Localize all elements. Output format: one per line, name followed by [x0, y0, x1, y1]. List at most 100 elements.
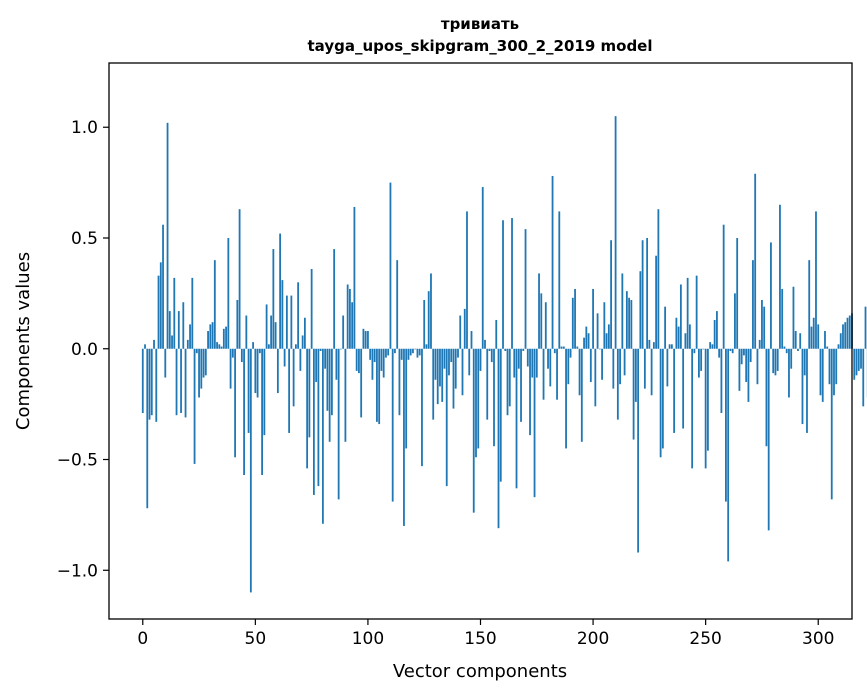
bar-160	[502, 220, 504, 349]
bar-177	[540, 293, 543, 349]
bar-281	[774, 348, 777, 376]
bar-280	[772, 348, 775, 374]
bar-296	[808, 260, 811, 349]
chart-subtitle: tayga_upos_skipgram_300_2_2019 model	[308, 37, 653, 55]
bar-136	[448, 348, 450, 376]
bar-192	[574, 288, 576, 349]
bar-57	[270, 315, 273, 349]
bar-63	[283, 348, 286, 367]
bar-156	[493, 348, 495, 447]
bar-223	[643, 348, 646, 389]
bar-71	[301, 335, 304, 349]
bar-69	[297, 282, 300, 349]
bar-320	[862, 348, 865, 407]
bar-148	[475, 348, 477, 458]
bar-196	[583, 337, 585, 349]
bar-101	[369, 348, 372, 360]
bar-185	[558, 211, 561, 349]
bar-173	[531, 348, 534, 378]
bar-157	[495, 319, 498, 349]
bar-74	[308, 348, 311, 438]
bar-246	[695, 275, 698, 349]
bar-37	[225, 326, 227, 349]
bar-263	[734, 293, 736, 349]
bar-282	[776, 348, 779, 371]
bar-61	[279, 233, 282, 349]
y-axis-label: Components values	[13, 252, 34, 430]
bar-62	[281, 280, 284, 349]
bar-205	[603, 302, 606, 349]
bar-1	[144, 344, 146, 349]
bar-209	[612, 348, 615, 389]
bar-77	[315, 348, 318, 382]
bar-91	[346, 284, 349, 349]
x-tick-label: 150	[464, 629, 496, 649]
bar-30	[209, 324, 212, 349]
bar-225	[648, 339, 651, 349]
bar-6	[155, 348, 158, 422]
y-tick-label: −0.5	[57, 451, 98, 471]
bar-21	[189, 324, 191, 349]
bar-311	[842, 324, 844, 349]
bar-13	[171, 335, 173, 349]
bar-83	[328, 348, 331, 442]
bar-272	[754, 173, 757, 349]
bar-4	[150, 348, 153, 416]
y-tick-label: 0.5	[71, 229, 98, 249]
bar-58	[272, 249, 275, 349]
bar-221	[639, 271, 642, 349]
bar-161	[504, 348, 507, 351]
bar-154	[488, 348, 491, 351]
bar-210	[614, 116, 617, 349]
bar-50	[254, 348, 257, 394]
bar-232	[664, 306, 667, 349]
bar-170	[524, 229, 527, 349]
x-tick-label: 200	[577, 629, 609, 649]
bar-238	[677, 326, 680, 349]
bar-38	[227, 238, 230, 349]
bar-164	[511, 218, 513, 349]
bar-128	[430, 273, 432, 349]
bar-190	[569, 348, 572, 358]
bar-165	[513, 348, 516, 378]
bar-319	[860, 348, 862, 369]
bar-203	[598, 348, 601, 350]
bar-219	[634, 348, 637, 402]
bar-149	[477, 348, 480, 449]
bar-184	[556, 348, 558, 400]
bar-206	[605, 333, 608, 349]
bar-108	[385, 348, 387, 358]
x-axis: 0 50 100 150 200 250 300	[137, 619, 834, 649]
bar-237	[675, 317, 678, 349]
bar-105	[378, 348, 381, 425]
bar-309	[837, 344, 840, 349]
bar-44	[240, 348, 243, 363]
bar-117	[405, 348, 408, 449]
bar-125	[423, 300, 426, 349]
bar-218	[632, 348, 635, 440]
bar-47	[247, 348, 250, 433]
bar-290	[794, 331, 797, 349]
bar-153	[486, 348, 489, 420]
bar-211	[616, 348, 619, 420]
bar-89	[342, 315, 345, 349]
bar-193	[576, 346, 579, 349]
bar-120	[412, 348, 414, 354]
bar-284	[781, 288, 784, 349]
bar-85	[333, 249, 336, 349]
bar-214	[623, 348, 626, 376]
bar-43	[238, 209, 241, 349]
bar-174	[533, 348, 536, 498]
bar-49	[252, 342, 254, 349]
bar-65	[288, 348, 291, 433]
bar-146	[470, 331, 473, 349]
bar-299	[815, 211, 817, 349]
bar-29	[207, 331, 209, 349]
bar-179	[544, 302, 547, 349]
bar-144	[466, 211, 468, 349]
bar-172	[529, 348, 531, 436]
bar-168	[520, 348, 522, 422]
bar-93	[351, 302, 354, 349]
bar-277	[765, 348, 768, 447]
bar-258	[722, 224, 725, 349]
